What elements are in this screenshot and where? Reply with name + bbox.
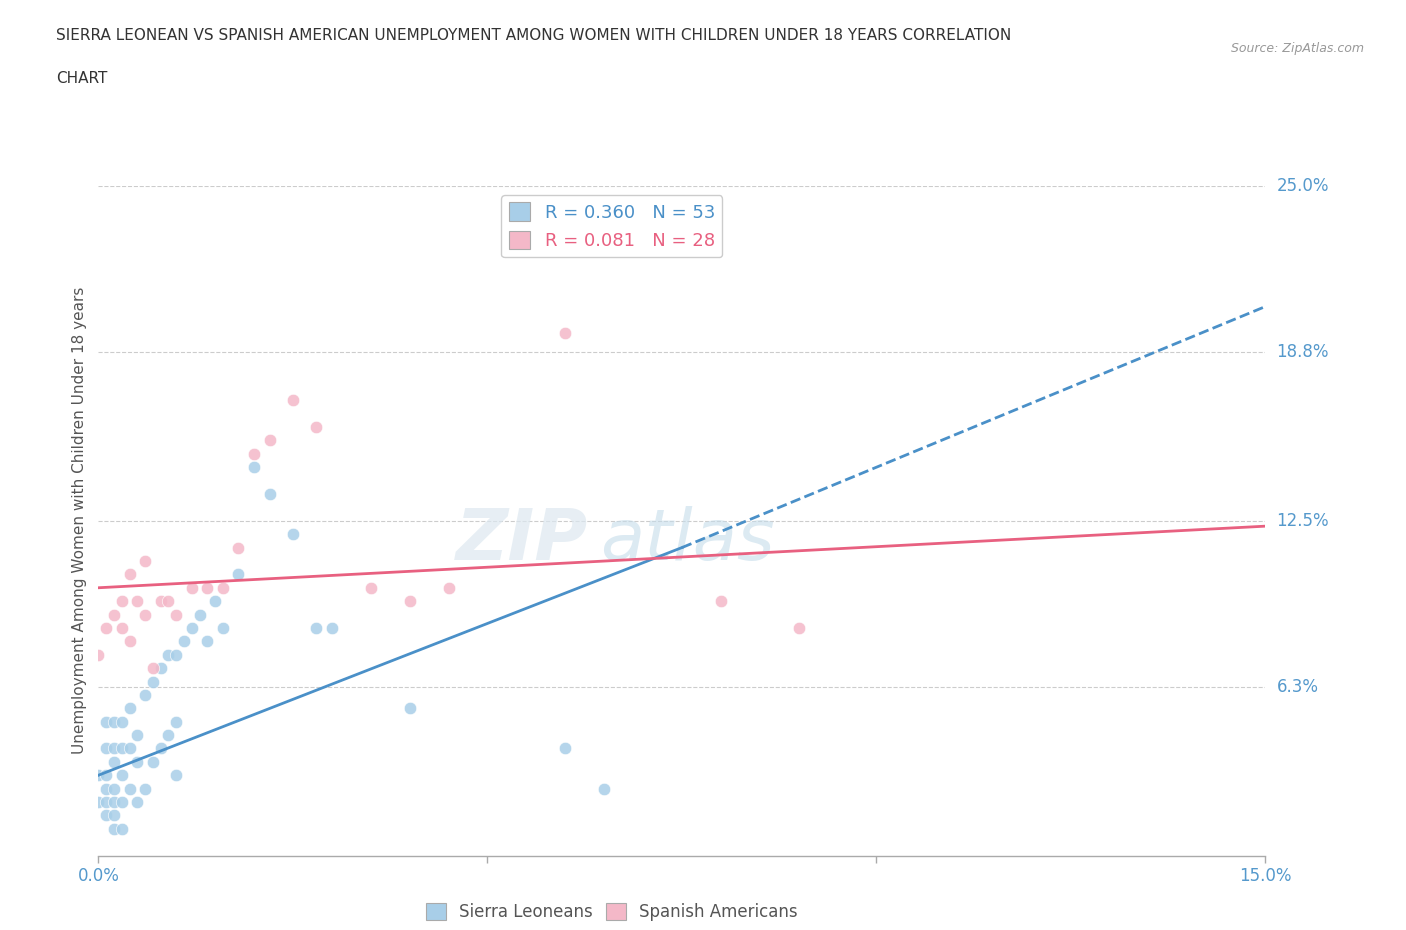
Point [259,486,281,501]
Point [134,553,156,568]
Point [134,687,156,702]
Point [398,701,420,716]
Text: 12.5%: 12.5% [1277,512,1329,530]
Point [142,660,165,675]
Point [103,741,125,756]
Text: ZIP: ZIP [457,507,589,576]
Point [111,741,134,756]
Point [165,647,187,662]
Point [96,741,118,756]
Text: SIERRA LEONEAN VS SPANISH AMERICAN UNEMPLOYMENT AMONG WOMEN WITH CHILDREN UNDER : SIERRA LEONEAN VS SPANISH AMERICAN UNEMP… [56,28,1011,43]
Point [142,754,165,769]
Text: Source: ZipAtlas.com: Source: ZipAtlas.com [1230,42,1364,55]
Point [243,446,266,461]
Point [212,620,235,635]
Point [165,768,187,783]
Point [111,794,134,809]
Point [149,660,172,675]
Point [103,808,125,823]
Point [321,620,343,635]
Point [360,580,382,595]
Point [127,794,149,809]
Point [96,781,118,796]
Point [118,741,141,756]
Text: atlas: atlas [600,507,775,576]
Point [398,593,420,608]
Point [127,754,149,769]
Point [111,593,134,608]
Point [631,875,654,890]
Point [118,781,141,796]
Point [173,634,195,649]
Point [710,593,733,608]
Text: 18.8%: 18.8% [1277,343,1329,361]
Point [180,620,202,635]
Point [103,714,125,729]
Point [103,754,125,769]
Point [103,794,125,809]
Point [212,580,235,595]
Point [111,768,134,783]
Point [111,620,134,635]
Point [118,701,141,716]
Legend: Sierra Leoneans, Spanish Americans: Sierra Leoneans, Spanish Americans [419,897,804,927]
Point [180,580,202,595]
Text: 6.3%: 6.3% [1277,678,1319,696]
Point [111,714,134,729]
Point [96,808,118,823]
Point [165,714,187,729]
Point [118,634,141,649]
Text: CHART: CHART [56,71,108,86]
Point [281,526,304,541]
Point [243,459,266,474]
Point [165,607,187,622]
Point [103,781,125,796]
Point [96,794,118,809]
Y-axis label: Unemployment Among Women with Children Under 18 years: Unemployment Among Women with Children U… [72,287,87,754]
Point [554,741,576,756]
Point [149,741,172,756]
Point [157,727,180,742]
Point [103,821,125,836]
Point [96,620,118,635]
Point [593,781,616,796]
Point [305,620,328,635]
Point [96,768,118,783]
Point [87,647,110,662]
Point [111,821,134,836]
Point [259,433,281,448]
Point [157,647,180,662]
Point [195,634,218,649]
Point [228,540,250,555]
Point [228,567,250,582]
Point [134,781,156,796]
Point [127,593,149,608]
Point [127,727,149,742]
Point [134,607,156,622]
Text: 25.0%: 25.0% [1277,177,1329,195]
Point [96,714,118,729]
Point [157,593,180,608]
Point [118,567,141,582]
Point [87,794,110,809]
Point [195,580,218,595]
Point [787,620,810,635]
Point [103,607,125,622]
Point [437,580,460,595]
Point [281,392,304,407]
Point [87,768,110,783]
Point [204,593,226,608]
Point [554,326,576,340]
Point [188,607,211,622]
Point [305,419,328,434]
Point [149,593,172,608]
Point [142,674,165,689]
